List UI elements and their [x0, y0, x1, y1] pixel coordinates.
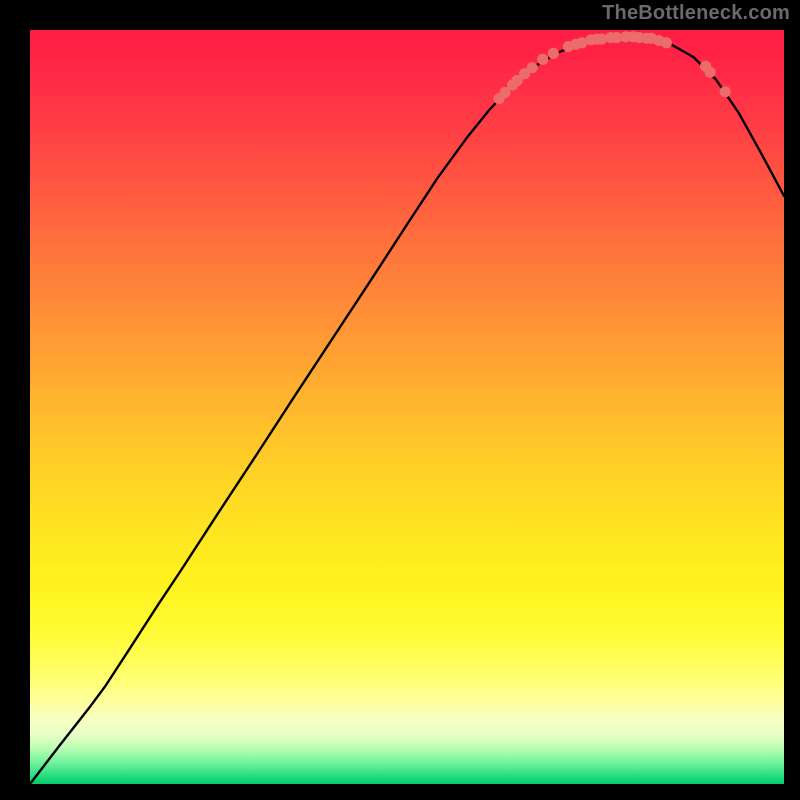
data-marker [705, 67, 716, 78]
data-marker [720, 86, 731, 97]
data-marker [527, 62, 538, 73]
watermark-text: TheBottleneck.com [602, 2, 790, 25]
chart-frame: TheBottleneck.com [0, 0, 800, 800]
bottleneck-curve [30, 37, 784, 784]
data-marker [537, 54, 548, 65]
data-marker [548, 48, 559, 59]
plot-area [30, 30, 784, 784]
data-markers [493, 31, 730, 104]
data-marker [661, 37, 672, 48]
curve-layer [30, 30, 784, 784]
